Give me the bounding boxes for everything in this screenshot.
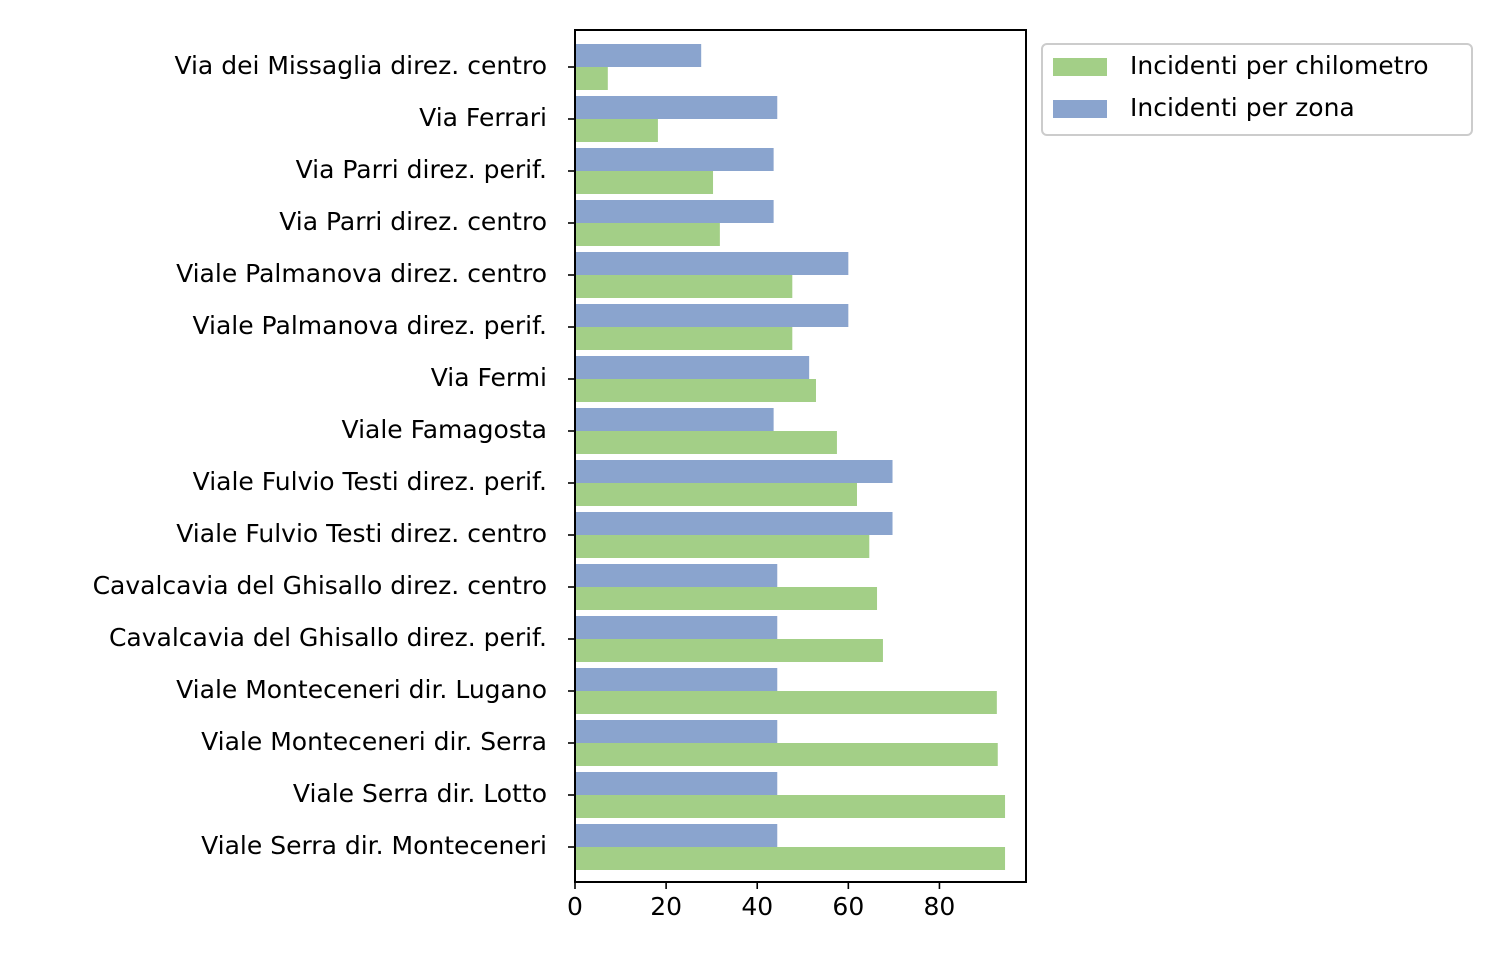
bar-zona-2 — [575, 148, 774, 171]
x-tick-label-0: 0 — [567, 892, 583, 921]
y-tick-label-6: Via Fermi — [431, 363, 547, 392]
bar-chilometro-14 — [575, 795, 1006, 818]
y-tick-label-13: Viale Monteceneri dir. Serra — [201, 727, 547, 756]
y-tick-label-11: Cavalcavia del Ghisallo direz. perif. — [109, 623, 547, 652]
bar-zona-12 — [575, 668, 778, 691]
x-tick-label-2: 40 — [741, 892, 773, 921]
y-tick-label-12: Viale Monteceneri dir. Lugano — [176, 675, 547, 704]
bar-zona-7 — [575, 408, 774, 431]
bar-zona-1 — [575, 96, 778, 119]
bar-zona-15 — [575, 824, 778, 847]
bar-chilometro-6 — [575, 379, 816, 402]
bar-zona-11 — [575, 616, 778, 639]
y-tick-label-10: Cavalcavia del Ghisallo direz. centro — [93, 571, 547, 600]
bar-chilometro-1 — [575, 119, 658, 142]
bar-chilometro-12 — [575, 691, 997, 714]
bar-zona-10 — [575, 564, 778, 587]
y-tick-label-9: Viale Fulvio Testi direz. centro — [176, 519, 547, 548]
y-tick-label-5: Viale Palmanova direz. perif. — [192, 311, 547, 340]
bar-chilometro-5 — [575, 327, 793, 350]
bar-chilometro-13 — [575, 743, 998, 766]
bar-chilometro-15 — [575, 847, 1006, 870]
y-tick-label-15: Viale Serra dir. Monteceneri — [201, 831, 547, 860]
y-tick-label-7: Viale Famagosta — [342, 415, 547, 444]
bar-chilometro-0 — [575, 67, 608, 90]
bar-zona-9 — [575, 512, 893, 535]
bar-chilometro-10 — [575, 587, 878, 610]
plot-area-frame — [574, 29, 1027, 883]
y-tick-label-4: Viale Palmanova direz. centro — [176, 259, 547, 288]
y-tick-label-2: Via Parri direz. perif. — [296, 155, 547, 184]
bar-zona-6 — [575, 356, 810, 379]
bar-zona-14 — [575, 772, 778, 795]
bar-chilometro-7 — [575, 431, 837, 454]
bar-zona-8 — [575, 460, 893, 483]
legend-swatch-0 — [1053, 58, 1107, 76]
bar-chilometro-4 — [575, 275, 793, 298]
bar-chilometro-3 — [575, 223, 720, 246]
legend-swatch-1 — [1053, 100, 1107, 118]
bar-zona-0 — [575, 44, 702, 67]
y-tick-label-8: Viale Fulvio Testi direz. perif. — [193, 467, 547, 496]
legend-label-1: Incidenti per zona — [1130, 93, 1355, 122]
bar-chilometro-8 — [575, 483, 857, 506]
y-tick-label-3: Via Parri direz. centro — [279, 207, 547, 236]
bar-zona-5 — [575, 304, 849, 327]
bar-zona-3 — [575, 200, 774, 223]
bar-zona-13 — [575, 720, 778, 743]
y-tick-label-1: Via Ferrari — [419, 103, 547, 132]
legend-box — [1041, 43, 1473, 136]
x-tick-label-4: 80 — [924, 892, 956, 921]
bar-chilometro-2 — [575, 171, 714, 194]
bar-zona-4 — [575, 252, 849, 275]
y-tick-label-0: Via dei Missaglia direz. centro — [174, 51, 547, 80]
bar-chilometro-9 — [575, 535, 870, 558]
y-tick-label-14: Viale Serra dir. Lotto — [293, 779, 547, 808]
x-tick-label-1: 20 — [650, 892, 682, 921]
x-tick-label-3: 60 — [832, 892, 864, 921]
bar-chilometro-11 — [575, 639, 883, 662]
legend-label-0: Incidenti per chilometro — [1130, 51, 1429, 80]
